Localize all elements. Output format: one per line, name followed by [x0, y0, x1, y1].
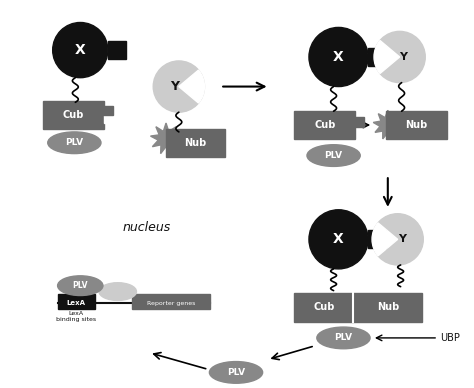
Text: Nub: Nub	[377, 302, 399, 312]
Bar	[368, 48, 386, 66]
Circle shape	[309, 28, 368, 87]
Bar	[354, 117, 364, 127]
Wedge shape	[374, 40, 400, 73]
Bar	[104, 115, 112, 123]
Text: PLV: PLV	[227, 368, 245, 377]
Text: Y: Y	[398, 234, 406, 244]
Bar	[166, 129, 225, 156]
Text: Y: Y	[400, 52, 408, 62]
Text: X: X	[75, 43, 86, 57]
Bar	[294, 293, 422, 322]
Polygon shape	[373, 110, 402, 139]
Ellipse shape	[317, 327, 370, 349]
Bar	[386, 111, 447, 139]
Bar	[58, 294, 95, 309]
Text: X: X	[333, 232, 344, 246]
Text: Cub: Cub	[314, 120, 336, 130]
Ellipse shape	[58, 276, 103, 296]
Ellipse shape	[48, 132, 101, 154]
Bar	[108, 41, 126, 59]
Bar	[294, 111, 356, 139]
Polygon shape	[151, 123, 182, 154]
Text: Cub: Cub	[63, 110, 84, 120]
Bar	[368, 230, 386, 248]
Text: PLV: PLV	[65, 138, 83, 147]
Ellipse shape	[210, 362, 263, 383]
Bar	[103, 106, 113, 115]
Ellipse shape	[99, 283, 137, 300]
Text: nucleus: nucleus	[122, 221, 171, 234]
Bar	[43, 101, 104, 129]
Wedge shape	[372, 223, 398, 256]
Text: Reporter genes: Reporter genes	[147, 301, 195, 306]
Text: Nub: Nub	[405, 120, 428, 130]
Ellipse shape	[307, 145, 360, 166]
Wedge shape	[179, 70, 204, 103]
Circle shape	[374, 31, 425, 83]
Text: Nub: Nub	[184, 138, 207, 148]
Circle shape	[53, 23, 108, 78]
Ellipse shape	[11, 220, 228, 378]
Text: LexA: LexA	[67, 300, 86, 307]
Text: PLV: PLV	[73, 281, 88, 290]
Text: UBP: UBP	[440, 333, 460, 343]
Text: Y: Y	[170, 80, 179, 93]
Text: X: X	[333, 50, 344, 64]
Circle shape	[309, 210, 368, 269]
Text: LexA
binding sites: LexA binding sites	[56, 311, 96, 322]
Circle shape	[372, 214, 423, 265]
Bar	[104, 107, 112, 115]
Text: Cub: Cub	[313, 302, 335, 312]
Text: PLV: PLV	[334, 333, 353, 342]
Bar	[131, 294, 210, 309]
Text: PLV: PLV	[325, 151, 343, 160]
Circle shape	[153, 61, 204, 112]
